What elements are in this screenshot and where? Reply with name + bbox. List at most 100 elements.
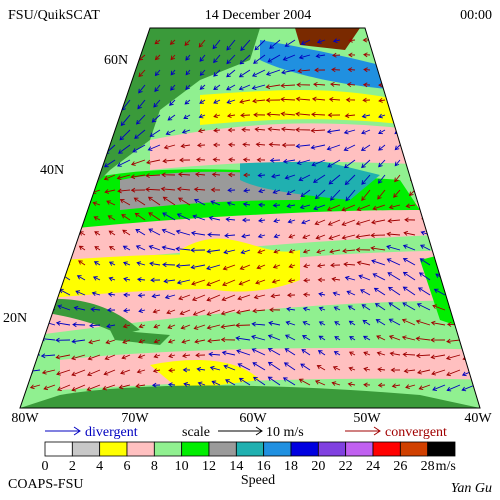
wind-arrow: [355, 234, 371, 240]
wind-arrow: [333, 351, 341, 356]
wind-arrow: [330, 262, 341, 268]
wind-arrow: [167, 324, 176, 329]
wind-arrow: [373, 287, 386, 296]
wind-arrow: [295, 96, 311, 102]
wind-arrow: [344, 113, 356, 119]
wind-arrow: [280, 111, 296, 117]
wind-arrow: [193, 198, 206, 206]
wind-arrow: [466, 159, 476, 168]
wind-arrow: [176, 279, 191, 285]
wind-arrow: [437, 231, 446, 236]
wind-arrow: [135, 229, 146, 236]
wind-arrow: [390, 52, 401, 57]
wind-arrow: [103, 174, 116, 181]
wind-arrow: [75, 290, 86, 296]
wind-arrow: [90, 306, 101, 312]
wind-arrow: [394, 159, 401, 167]
wind-arrow: [107, 292, 116, 297]
wind-arrow: [179, 309, 191, 316]
legend-scale-value: 10 m/s: [266, 425, 304, 440]
wind-arrow: [393, 114, 401, 119]
wind-arrow: [32, 99, 41, 104]
wind-arrow: [28, 52, 41, 58]
wind-arrow: [20, 231, 26, 237]
wind-arrow: [258, 188, 266, 194]
wind-arrow: [210, 200, 221, 206]
colorbar-tick: 6: [124, 459, 131, 474]
wind-arrow: [117, 188, 131, 194]
legend-scale: scale: [182, 425, 210, 440]
wind-arrow: [448, 305, 461, 311]
wind-arrow: [330, 81, 341, 87]
wind-arrow: [302, 248, 311, 254]
wind-arrow: [160, 186, 176, 192]
wind-arrow: [449, 99, 461, 110]
wind-arrow: [252, 98, 266, 104]
wind-arrow: [363, 366, 371, 372]
wind-arrow: [273, 233, 281, 239]
wind-arrow: [130, 187, 146, 193]
wind-arrow: [167, 338, 176, 344]
wind-arrow: [46, 99, 56, 106]
colorbar-cell: [126, 441, 155, 457]
map-area: [2, 28, 480, 408]
wind-arrow: [41, 52, 56, 58]
wind-arrow: [76, 275, 86, 281]
wind-arrow: [415, 353, 431, 359]
wind-arrow: [415, 319, 431, 326]
wind-arrow: [284, 334, 296, 341]
wind-arrow: [403, 230, 416, 236]
wind-arrow: [90, 99, 101, 111]
wind-arrow: [344, 174, 356, 186]
colorbar-cell: [345, 441, 374, 457]
wind-arrow: [181, 339, 191, 344]
wind-arrow: [300, 39, 311, 46]
wind-arrow: [162, 212, 176, 221]
wind-arrow: [462, 69, 476, 78]
wind-arrow: [303, 263, 311, 269]
wind-arrow: [252, 362, 266, 371]
wind-arrow: [55, 53, 71, 59]
wind-arrow: [49, 189, 56, 195]
wind-arrow: [313, 204, 326, 211]
wind-arrow: [438, 202, 446, 208]
wind-arrow: [210, 187, 221, 193]
wind-arrow: [146, 159, 161, 165]
wind-arrow: [26, 335, 41, 341]
wind-arrow: [343, 261, 356, 267]
wind-arrow: [27, 36, 41, 42]
wind-arrow: [313, 81, 326, 87]
wind-arrow: [432, 304, 446, 311]
wind-arrow: [62, 231, 71, 236]
wind-arrow: [198, 113, 206, 119]
wind-arrow: [317, 350, 326, 356]
wind-arrow: [2, 336, 10, 340]
wind-arrow: [300, 363, 311, 371]
wind-arrow: [387, 218, 401, 224]
wind-arrow: [223, 249, 236, 255]
wind-arrow: [154, 84, 161, 93]
wind-arrow: [71, 338, 86, 344]
wind-arrow: [423, 114, 431, 121]
wind-arrow: [40, 36, 56, 42]
wind-arrow: [3, 53, 10, 57]
wind-arrow: [401, 335, 416, 341]
wind-arrow: [20, 114, 26, 119]
wind-arrow: [4, 130, 10, 134]
wind-arrow: [376, 37, 386, 43]
wind-arrow: [256, 264, 266, 270]
wind-arrow: [362, 82, 371, 88]
wind-arrow: [345, 97, 356, 103]
wind-arrow: [466, 129, 476, 141]
wind-arrow: [295, 127, 311, 133]
wind-arrow: [310, 128, 326, 134]
wind-arrow: [461, 39, 476, 44]
wind-arrow: [35, 144, 41, 151]
wind-arrow: [181, 353, 191, 359]
wind-arrow: [358, 274, 371, 281]
wind-arrow: [238, 69, 251, 78]
wind-arrow: [226, 99, 236, 104]
wind-arrow: [213, 69, 221, 77]
wind-arrow: [332, 38, 341, 44]
wind-arrow: [453, 231, 461, 236]
